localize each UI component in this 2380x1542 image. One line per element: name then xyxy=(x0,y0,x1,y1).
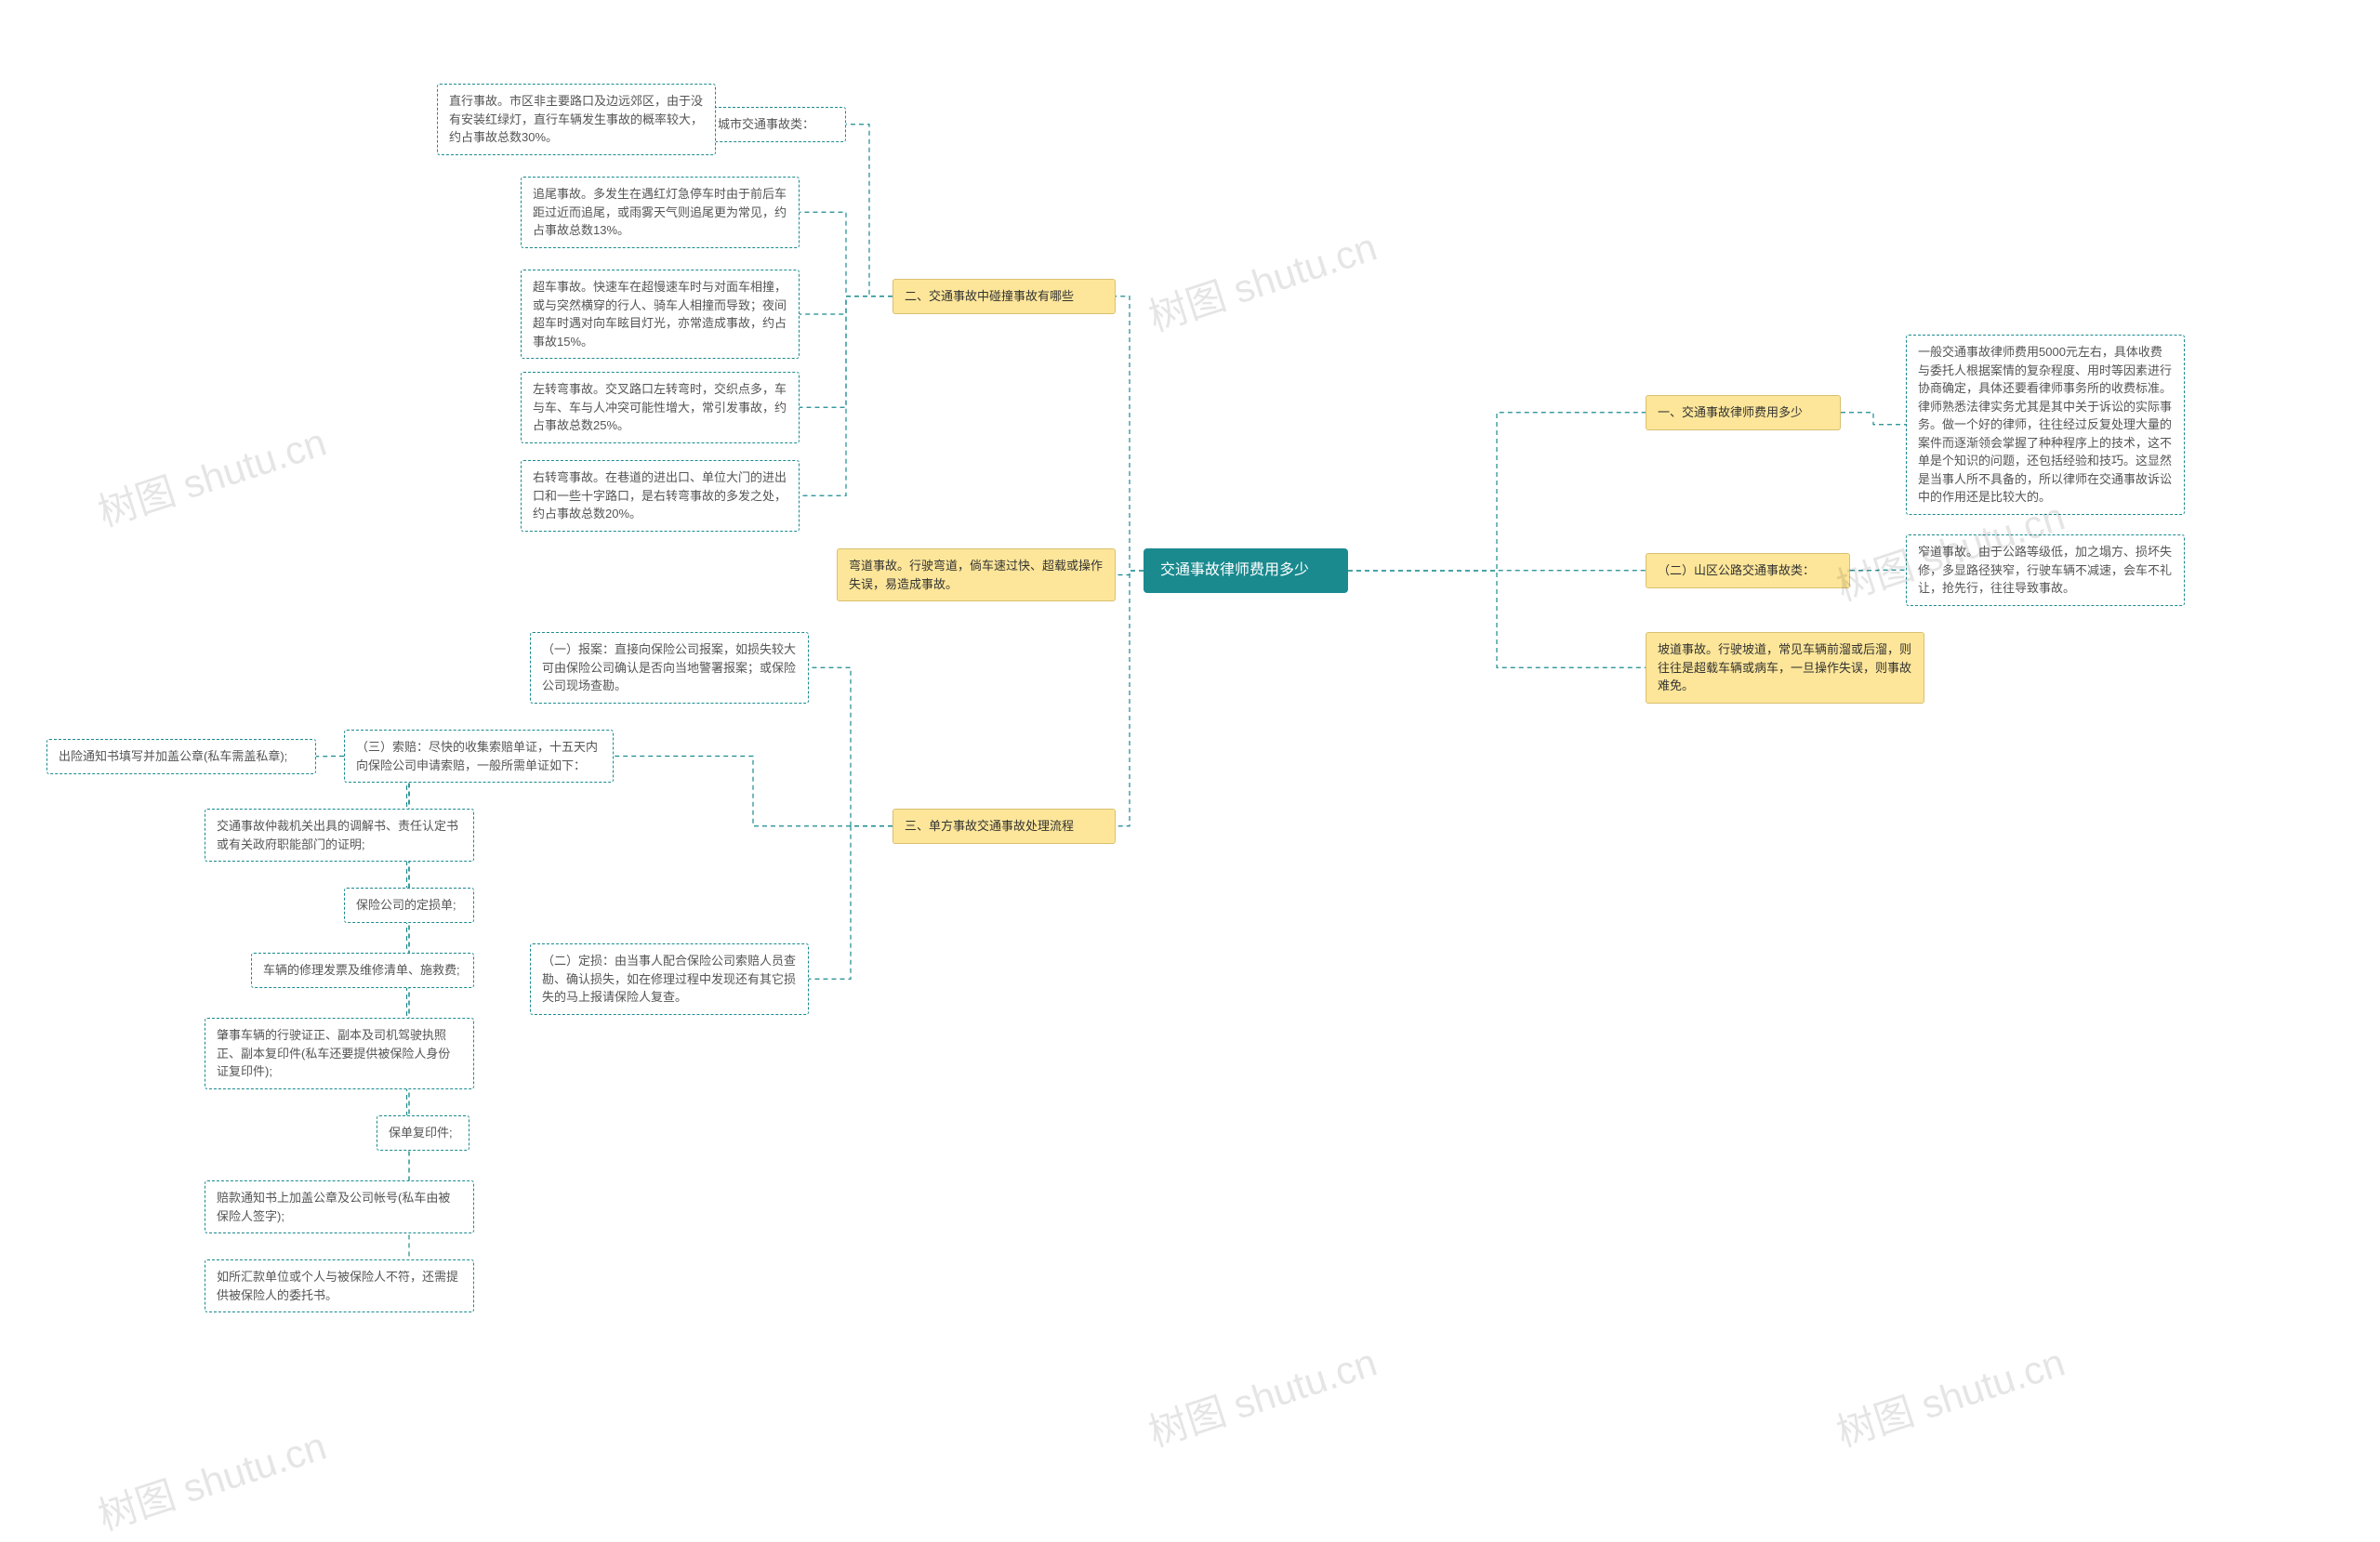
mindmap-node-l3c2: 交通事故仲裁机关出具的调解书、责任认定书或有关政府职能部门的证明; xyxy=(205,809,474,862)
connector xyxy=(846,125,892,297)
mindmap-node-l1d: 左转弯事故。交叉路口左转弯时，交织点多，车与车、车与人冲突可能性增大，常引发事故… xyxy=(521,372,800,443)
watermark: 树图 shutu.cn xyxy=(90,1415,333,1542)
mindmap-node-l1b: 追尾事故。多发生在遇红灯急停车时由于前后车距过近而追尾，或雨雾天气则追尾更为常见… xyxy=(521,177,800,248)
mindmap-node-r1: 一、交通事故律师费用多少 xyxy=(1646,395,1841,430)
mindmap-node-l3c6: 保单复印件; xyxy=(377,1115,469,1151)
mindmap-node-l3c5: 肇事车辆的行驶证正、副本及司机驾驶执照正、副本复印件(私车还要提供被保险人身份证… xyxy=(205,1018,474,1089)
mindmap-node-root: 交通事故律师费用多少 xyxy=(1144,548,1348,593)
watermark: 树图 shutu.cn xyxy=(1141,1331,1383,1458)
connector xyxy=(614,757,892,826)
connector xyxy=(1850,570,1906,571)
mindmap-node-r2d: 窄道事故。由于公路等级低，加之塌方、损坏失修，多显路径狭窄，行驶车辆不减速，会车… xyxy=(1906,534,2185,606)
connector xyxy=(1116,297,1144,571)
mindmap-node-l1a1: 直行事故。市区非主要路口及边远郊区，由于没有安装红绿灯，直行车辆发生事故的概率较… xyxy=(437,84,716,155)
connector xyxy=(1841,413,1906,425)
mindmap-node-r1d: 一般交通事故律师费用5000元左右，具体收费与委托人根据案情的复杂程度、用时等因… xyxy=(1906,335,2185,515)
connector xyxy=(1116,571,1144,826)
mindmap-node-l3c8: 如所汇款单位或个人与被保险人不符，还需提供被保险人的委托书。 xyxy=(205,1259,474,1312)
connector xyxy=(800,297,892,496)
mindmap-node-l1: 二、交通事故中碰撞事故有哪些 xyxy=(892,279,1116,314)
watermark: 树图 shutu.cn xyxy=(90,411,333,538)
mindmap-node-l3b: （二）定损：由当事人配合保险公司索赔人员查勘、确认损失，如在修理过程中发现还有其… xyxy=(530,943,809,1015)
connector xyxy=(809,667,892,826)
connector xyxy=(800,212,892,297)
mindmap-node-l2: 弯道事故。行驶弯道，倘车速过快、超载或操作失误，易造成事故。 xyxy=(837,548,1116,601)
mindmap-node-l3c4: 车辆的修理发票及维修清单、施救费; xyxy=(251,953,474,988)
connector xyxy=(344,757,474,970)
watermark: 树图 shutu.cn xyxy=(1829,1331,2071,1458)
mindmap-node-l3c1: 出险通知书填写并加盖公章(私车需盖私章); xyxy=(46,739,316,774)
mindmap-node-l3: 三、单方事故交通事故处理流程 xyxy=(892,809,1116,844)
connector xyxy=(809,826,892,980)
mindmap-node-l1c: 超车事故。快速车在超慢速车时与对面车相撞，或与突然横穿的行人、骑车人相撞而导致；… xyxy=(521,270,800,359)
mindmap-node-r2: （二）山区公路交通事故类： xyxy=(1646,553,1850,588)
connector xyxy=(1116,571,1144,575)
mindmap-node-r3: 坡道事故。行驶坡道，常见车辆前溜或后溜，则往往是超载车辆或病车，一旦操作失误，则… xyxy=(1646,632,1924,704)
mindmap-node-l3c: （三）索赔：尽快的收集索赔单证，十五天内向保险公司申请索赔，一般所需单证如下： xyxy=(344,730,614,783)
mindmap-node-l3a: （一）报案：直接向保险公司报案，如损失较大可由保险公司确认是否向当地警署报案；或… xyxy=(530,632,809,704)
connector xyxy=(1348,413,1646,571)
mindmap-node-l3c3: 保险公司的定损单; xyxy=(344,888,474,923)
mindmap-node-l1e: 右转弯事故。在巷道的进出口、单位大门的进出口和一些十字路口，是右转弯事故的多发之… xyxy=(521,460,800,532)
connector xyxy=(800,297,892,314)
watermark: 树图 shutu.cn xyxy=(1141,216,1383,343)
mindmap-node-l3c7: 赔款通知书上加盖公章及公司帐号(私车由被保险人签字); xyxy=(205,1180,474,1233)
connector xyxy=(1348,571,1646,667)
connector xyxy=(800,297,892,408)
